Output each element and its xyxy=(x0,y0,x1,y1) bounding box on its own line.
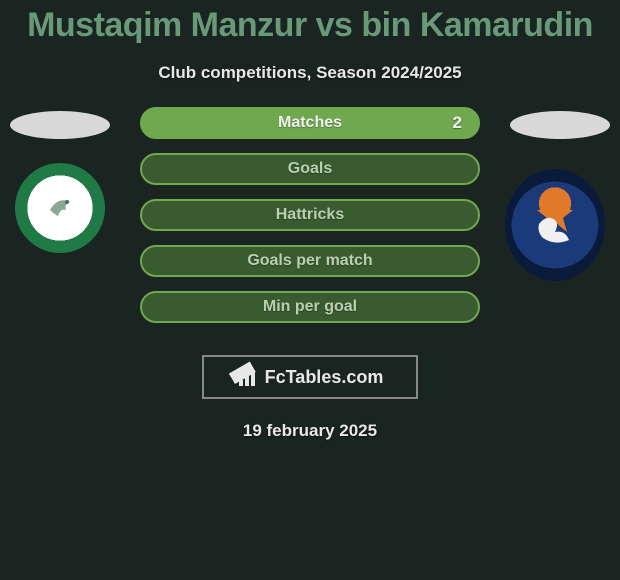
stat-row-goals-per-match: Goals per match xyxy=(140,245,480,277)
player-right-silhouette xyxy=(510,111,610,139)
club-badge-left xyxy=(15,163,105,253)
stat-row-min-per-goal: Min per goal xyxy=(140,291,480,323)
club-badge-right xyxy=(505,169,605,281)
stat-label: Goals xyxy=(142,155,478,183)
stat-row-goals: Goals xyxy=(140,153,480,185)
player-left-silhouette xyxy=(10,111,110,139)
stat-label: Matches xyxy=(142,109,478,137)
bar-chart-icon xyxy=(237,368,259,386)
brand-text: FcTables.com xyxy=(265,367,384,388)
stat-label: Min per goal xyxy=(142,293,478,321)
stats-column: Matches 2 Goals Hattricks Goals per matc… xyxy=(140,107,480,337)
stat-value-right: 2 xyxy=(453,109,462,137)
stat-row-matches: Matches 2 xyxy=(140,107,480,139)
swan-shield-icon xyxy=(525,190,585,260)
stat-label: Hattricks xyxy=(142,201,478,229)
stat-row-hattricks: Hattricks xyxy=(140,199,480,231)
generated-date: 19 february 2025 xyxy=(0,421,620,441)
season-subtitle: Club competitions, Season 2024/2025 xyxy=(0,63,620,83)
eagle-icon xyxy=(40,188,80,228)
brand-box: FcTables.com xyxy=(202,355,418,399)
page-title: Mustaqim Manzur vs bin Kamarudin xyxy=(0,0,620,45)
comparison-area: Matches 2 Goals Hattricks Goals per matc… xyxy=(0,107,620,337)
stat-label: Goals per match xyxy=(142,247,478,275)
